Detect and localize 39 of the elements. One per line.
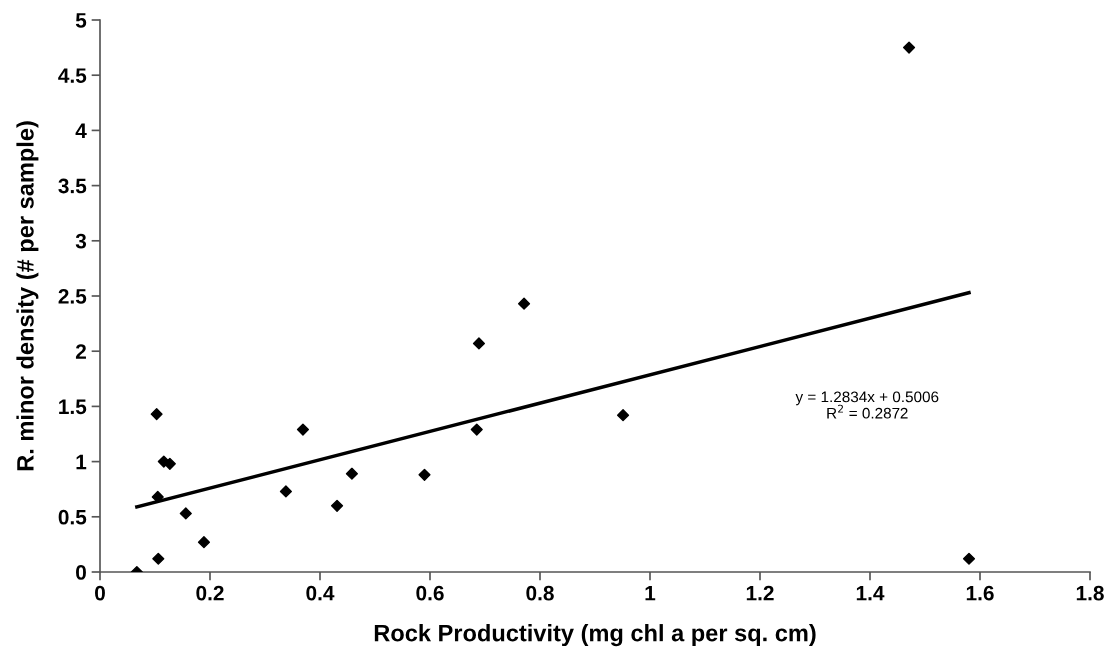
annotation: y = 1.2834x + 0.5006 R$^{2}$ = 0.2872: [795, 391, 939, 419]
x-tick-label: 0.8: [526, 585, 554, 601]
point: [962, 552, 976, 565]
y-tick-label: 5: [75, 13, 87, 28]
y-tick-label: 1.5: [59, 399, 87, 415]
x-axis-title: Rock Productivity (mg chl a per sq. cm): [374, 624, 816, 647]
point: [470, 423, 483, 436]
y-tick-label: 4: [75, 123, 87, 138]
x-tick-label: 1.6: [966, 585, 994, 601]
y-tick-label: 3: [75, 233, 87, 249]
point: [472, 337, 486, 350]
y-tick-label: 1: [76, 454, 87, 470]
x-tick-label: 1.8: [1076, 585, 1104, 601]
y-tick-label: 2: [75, 344, 86, 359]
point: [197, 536, 211, 549]
x-tick-label: 0.4: [306, 585, 335, 601]
x-tick-label: 0.2: [196, 585, 224, 601]
y-tick-label: 0: [76, 565, 86, 580]
x-tick-label: 0: [95, 585, 105, 601]
x-tick-label: 1: [645, 585, 656, 601]
point: [296, 423, 310, 436]
x-tick-label: 1.2: [746, 585, 774, 601]
y-tick-label: 3.5: [58, 178, 87, 194]
point: [418, 468, 431, 481]
point: [150, 408, 163, 421]
y-tick-label: 2.5: [58, 289, 87, 304]
y-tick-label: 4.5: [58, 68, 87, 83]
x-tick-label: 0.6: [416, 585, 444, 601]
point: [616, 409, 630, 422]
point: [902, 41, 916, 54]
point: [517, 297, 531, 310]
point: [330, 499, 344, 512]
y-axis-title: R. minor density (# per sample): [16, 121, 39, 471]
point: [345, 467, 358, 480]
point: [152, 552, 165, 565]
y-tick-label: 0.5: [58, 509, 87, 525]
point: [279, 485, 292, 498]
point: [179, 507, 192, 520]
x-tick-label: 1.4: [856, 585, 885, 601]
